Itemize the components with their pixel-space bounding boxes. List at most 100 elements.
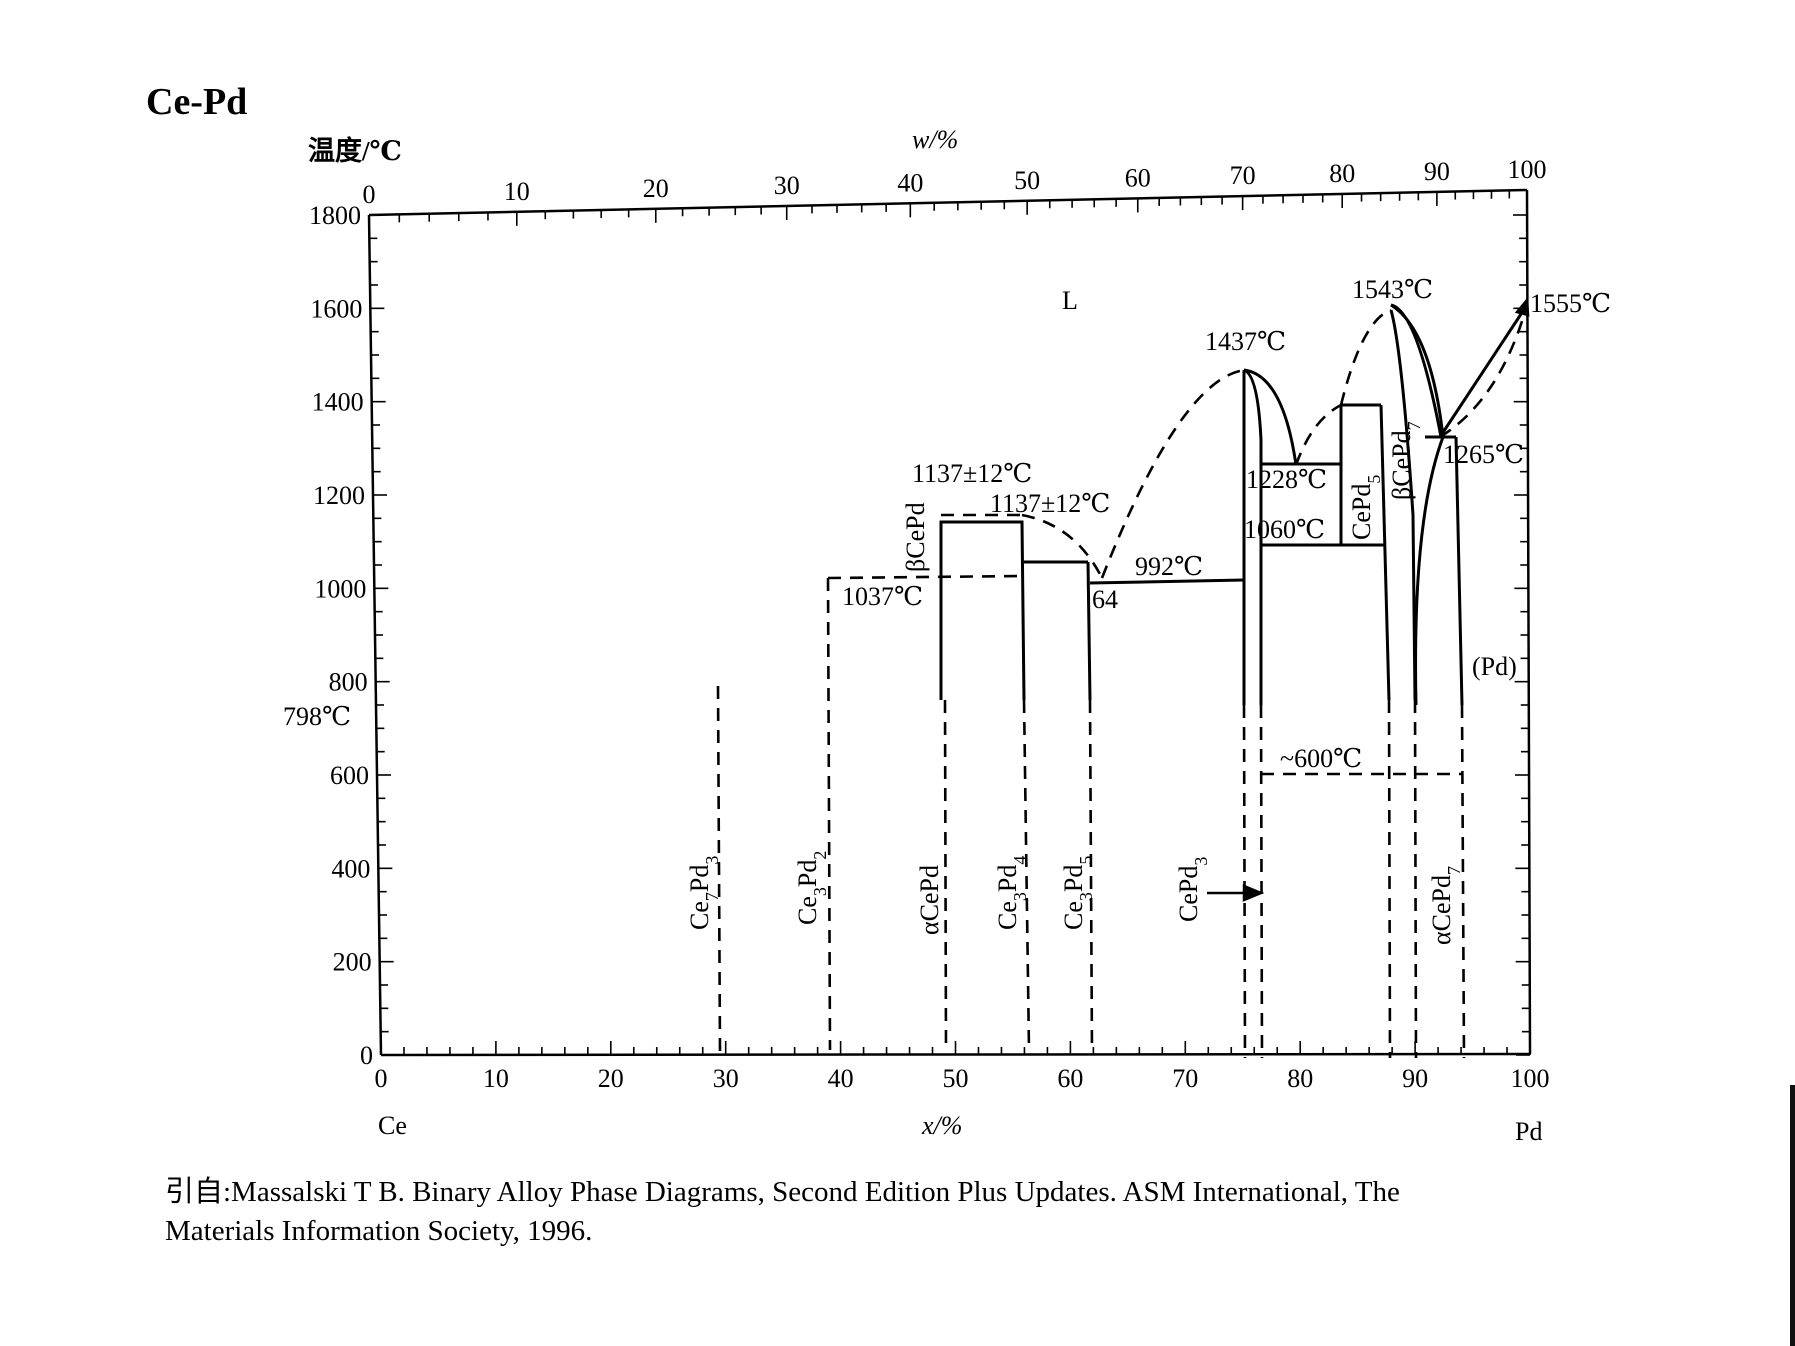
ce3pd5-line	[1088, 699, 1094, 1053]
phase-labels: Ce7Pd3 Ce3Pd2 αCePd Ce3Pd4 Ce3Pd5 CePd3 αCePd7…	[685, 421, 1464, 945]
label-1060: 1060℃	[1244, 515, 1325, 544]
ce3pd5-boundary	[1086, 561, 1092, 701]
cepd3-right-line	[1259, 704, 1264, 1059]
pd-solvus-line	[1460, 704, 1466, 1059]
right-axis	[1525, 189, 1532, 1055]
x-tick-label: 70	[1172, 1064, 1198, 1093]
x-tick-label: 30	[713, 1064, 739, 1093]
liquidus-ce3pd4	[1021, 513, 1104, 579]
label-1555: 1555℃	[1530, 289, 1611, 318]
phase-label-bcepd7: βCePd7	[1387, 421, 1424, 500]
liquidus-cepd5	[1294, 403, 1342, 466]
arrowhead-cepd3	[1242, 884, 1265, 902]
cepd5-boundary	[1379, 404, 1391, 701]
phase-label-acepd: αCePd	[915, 865, 944, 935]
dashed-lines	[716, 304, 1529, 1059]
liquidus-cepd3-left	[1100, 368, 1245, 579]
left-element-label: Ce	[378, 1111, 407, 1140]
phase-label-ce7pd3: Ce7Pd3	[685, 856, 722, 930]
phase-label-cepd5: CePd5	[1347, 475, 1384, 540]
x-tick-label: 50	[943, 1064, 969, 1093]
bcepd7-line	[1413, 699, 1418, 1059]
y-tick-label: 0	[360, 1041, 373, 1070]
pd-loop-outer	[1390, 303, 1443, 438]
phase-label-acepd7: αCePd7	[1427, 866, 1464, 945]
bottom-axis-label: x/%	[921, 1111, 962, 1140]
acepd7-left-boundary	[1414, 436, 1445, 706]
cepd-solidus-box	[939, 520, 1026, 701]
x-tick-label: 20	[598, 1064, 624, 1093]
cepd3-left-line	[1242, 704, 1247, 1059]
y-tick-label: 200	[333, 948, 372, 977]
label-1137-right: 1137±12℃	[990, 489, 1110, 518]
label-1543: 1543℃	[1352, 275, 1433, 304]
label-992: 992℃	[1135, 552, 1203, 581]
phase-label-ce3pd2: Ce3Pd2	[793, 851, 830, 925]
top-tick-label: 20	[643, 174, 669, 203]
isotherm-1037	[827, 574, 1023, 580]
y-tick-label: 600	[330, 761, 369, 790]
top-axis-label: w/%	[912, 125, 958, 154]
right-element-label: Pd	[1515, 1117, 1542, 1146]
liquidus-bcepd7	[1339, 308, 1392, 406]
phase-label-ce3pd4: Ce3Pd4	[993, 856, 1030, 930]
caption-line-2: Materials Information Society, 1996.	[165, 1215, 593, 1247]
top-tick-label: 40	[897, 168, 923, 197]
x-tick-label: 60	[1057, 1064, 1083, 1093]
liquidus-cepd3-right	[1243, 368, 1298, 466]
top-axis	[368, 188, 1528, 217]
plot-frame	[367, 188, 1532, 1057]
y-axis-label: 温度/℃	[308, 135, 402, 166]
arrows	[1207, 296, 1530, 902]
ce3pd2-line	[826, 577, 832, 1051]
top-tick-label: 80	[1329, 159, 1355, 188]
label-798: 798℃	[283, 702, 351, 731]
y-tick-label: 1600	[310, 294, 362, 323]
arrowhead-1555	[1514, 296, 1530, 317]
y-tick-label: 400	[331, 854, 370, 883]
x-tick-label: 90	[1402, 1064, 1428, 1093]
caption-line-1: 引自:Massalski T B. Binary Alloy Phase Dia…	[165, 1176, 1400, 1208]
phase-label-ce3pd5: Ce3Pd5	[1059, 856, 1096, 930]
top-tick-label: 30	[774, 171, 800, 200]
x-tick-label: 40	[828, 1064, 854, 1093]
pd-solidus	[1454, 436, 1464, 706]
y-tick-label: 1200	[313, 481, 365, 510]
tick-marks	[368, 190, 1531, 1056]
y-tick-label: 1000	[314, 574, 366, 603]
phase-label-cepd3: CePd3	[1174, 857, 1211, 922]
label-1265: 1265℃	[1443, 440, 1524, 469]
acepd-line	[943, 699, 948, 1051]
pd-loop-inner	[1390, 303, 1445, 438]
label-1437: 1437℃	[1205, 327, 1286, 356]
cepd5-line	[1387, 699, 1392, 1059]
label-1137-left: 1137±12℃	[912, 459, 1032, 488]
ce7pd3-line	[716, 685, 722, 1053]
x-tick-label: 100	[1511, 1064, 1550, 1093]
scan-edge-mark	[1790, 1085, 1795, 1346]
bcepd7-left-boundary	[1389, 309, 1417, 701]
pd-solid-label: (Pd)	[1472, 652, 1517, 681]
liquid-label: L	[1062, 286, 1078, 315]
label-600: ~600℃	[1280, 744, 1362, 773]
top-tick-label: 100	[1508, 155, 1547, 184]
tick-labels: 0 10 20 30 40 50 60 70 80 90 100020040060080010001…	[309, 155, 1550, 1093]
temperature-labels: L (Pd) 798℃ 1037℃ 1137±12℃ 1137±12℃ 64 9…	[283, 275, 1611, 773]
top-tick-label: 10	[504, 177, 530, 206]
y-tick-label: 800	[329, 668, 368, 697]
y-tick-label: 1400	[312, 388, 364, 417]
solid-lines	[939, 303, 1529, 706]
x-tick-label: 10	[483, 1064, 509, 1093]
pd-liquidus-dashed	[1439, 304, 1529, 439]
top-tick-label: 0	[363, 180, 376, 209]
label-eutectic-64: 64	[1092, 585, 1118, 614]
label-1228: 1228℃	[1246, 465, 1327, 494]
top-tick-label: 60	[1125, 163, 1151, 192]
diagram-title: Ce-Pd	[146, 81, 248, 123]
eutectic-992	[1089, 578, 1245, 585]
x-tick-label: 80	[1287, 1064, 1313, 1093]
label-1037: 1037℃	[842, 582, 923, 611]
top-tick-label: 70	[1230, 161, 1256, 190]
top-tick-label: 90	[1424, 157, 1450, 186]
